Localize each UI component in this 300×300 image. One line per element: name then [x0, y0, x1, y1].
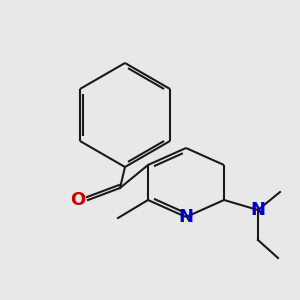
Text: O: O — [70, 191, 86, 209]
Text: N: N — [250, 201, 266, 219]
Text: N: N — [178, 208, 194, 226]
